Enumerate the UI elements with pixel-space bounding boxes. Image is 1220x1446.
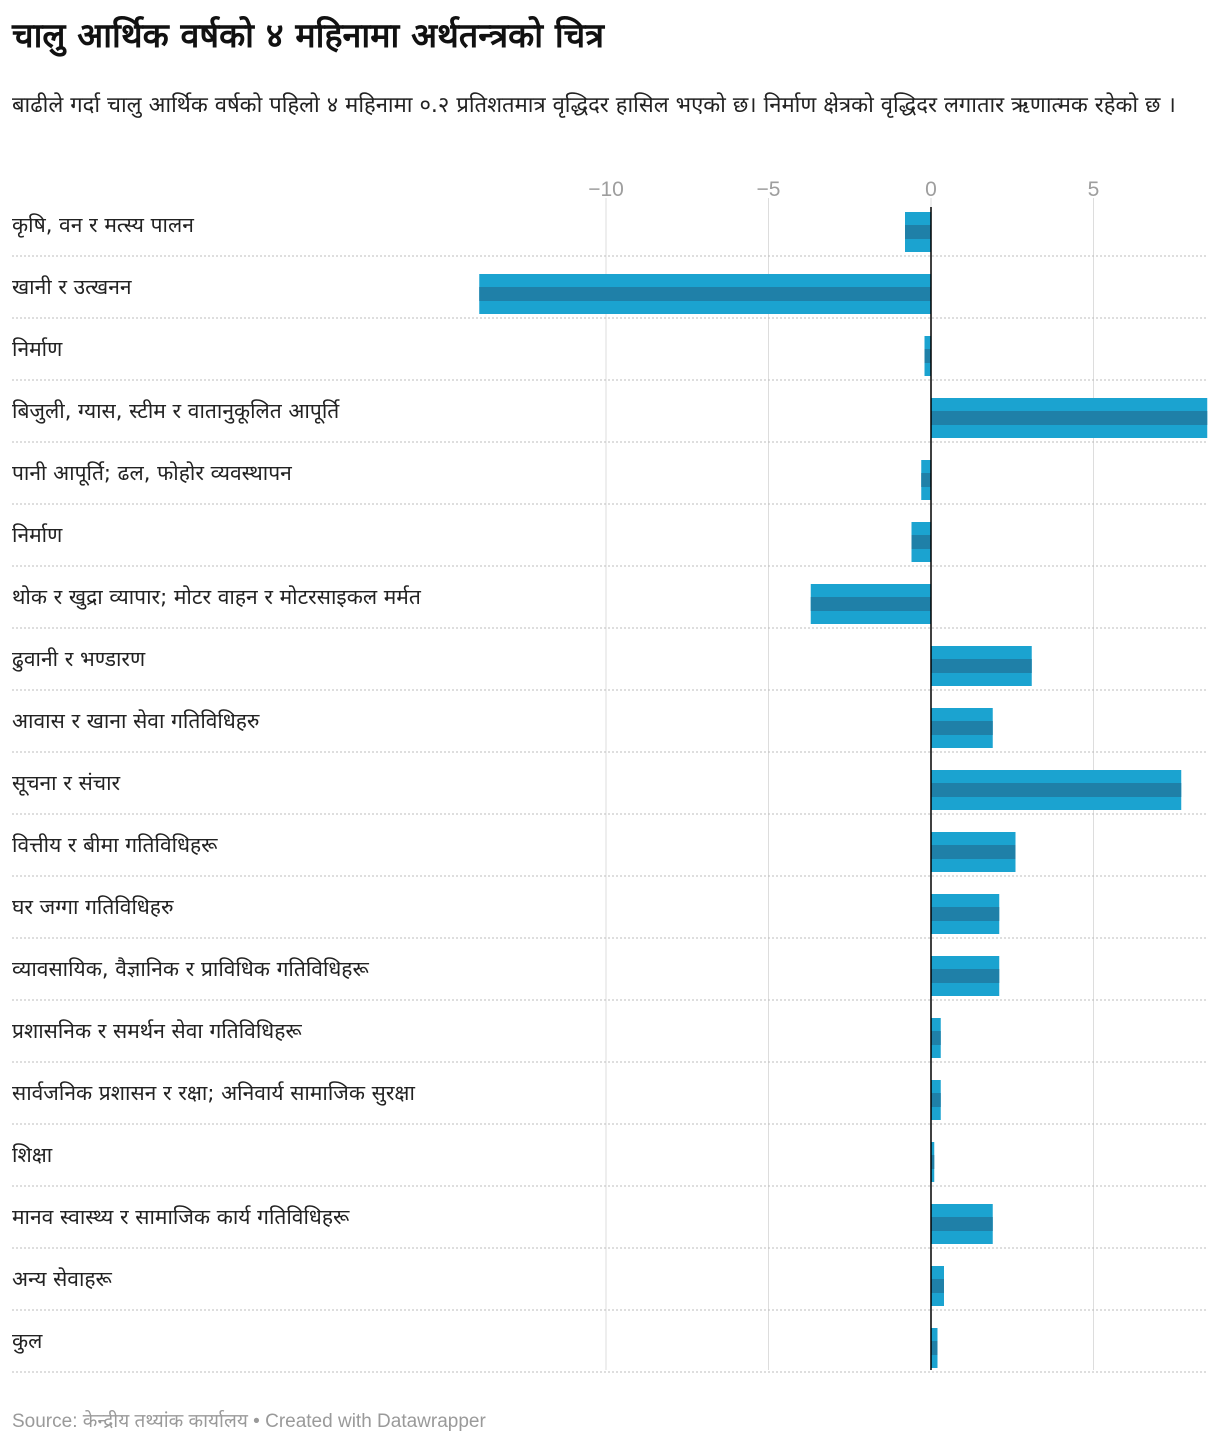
bar-inner bbox=[931, 783, 1182, 797]
category-label: खानी र उत्खनन bbox=[12, 275, 132, 299]
category-label: कुल bbox=[12, 1329, 43, 1354]
bar-chart: −10 −5 0 5 कृषि, वन र मत्स्य पालन खानी र उत्ख… bbox=[12, 178, 1208, 1373]
category-label: ढुवानी र भण्डारण bbox=[12, 647, 146, 672]
bar-inner bbox=[931, 1093, 941, 1107]
bar-inner bbox=[810, 597, 931, 611]
category-label: थोक र खुद्रा व्यापार; मोटर वाहन र मोटरसा… bbox=[12, 585, 422, 610]
bar-inner bbox=[931, 1031, 941, 1045]
credit-link[interactable]: Created with Datawrapper bbox=[265, 1411, 486, 1432]
source-text: Source: केन्द्रीय तथ्यांक कार्यालय bbox=[12, 1411, 248, 1432]
bar-inner bbox=[931, 907, 1000, 921]
bar-inner bbox=[921, 473, 931, 487]
category-label: घर जग्गा गतिविधिहरु bbox=[12, 895, 174, 919]
category-label: वित्तीय र बीमा गतिविधिहरू bbox=[12, 833, 218, 857]
category-label: अन्य सेवाहरू bbox=[12, 1267, 113, 1291]
category-label: बिजुली, ग्यास, स्टीम र वातानुकूलित आपूर्… bbox=[12, 399, 340, 424]
category-label: सूचना र संचार bbox=[12, 771, 121, 796]
category-label: व्यावसायिक, वैज्ञानिक र प्राविधिक गतिविध… bbox=[12, 957, 369, 981]
bar-inner bbox=[479, 287, 931, 301]
footer-separator: • bbox=[247, 1411, 266, 1432]
category-label: आवास र खाना सेवा गतिविधिहरु bbox=[12, 709, 260, 733]
bar-inner bbox=[931, 721, 993, 735]
bar-inner bbox=[931, 1279, 944, 1293]
bar-inner bbox=[911, 535, 931, 549]
bar-inner bbox=[931, 969, 1000, 983]
bar-inner bbox=[924, 349, 931, 363]
x-tick-label: 0 bbox=[925, 178, 937, 201]
category-label: निर्माण bbox=[12, 337, 63, 361]
chart-subtitle: बाढीले गर्दा चालु आर्थिक वर्षको पहिलो ४ … bbox=[12, 93, 1176, 118]
bar-inner bbox=[931, 1341, 938, 1355]
category-label: निर्माण bbox=[12, 523, 63, 547]
category-label: शिक्षा bbox=[12, 1143, 53, 1167]
x-tick-label: −10 bbox=[588, 178, 624, 201]
category-label: सार्वजनिक प्रशासन र रक्षा; अनिवार्य सामा… bbox=[12, 1081, 415, 1106]
x-tick-label: −5 bbox=[757, 178, 781, 201]
bar-inner bbox=[931, 1217, 993, 1231]
chart-footer: Source: केन्द्रीय तथ्यांक कार्यालय • Cre… bbox=[12, 1407, 486, 1433]
category-label: मानव स्वास्थ्य र सामाजिक कार्य गतिविधिहर… bbox=[12, 1205, 350, 1229]
bar-inner bbox=[931, 1155, 935, 1169]
chart-title: चालु आर्थिक वर्षको ४ महिनामा अर्थतन्त्रक… bbox=[12, 16, 605, 56]
bar-inner bbox=[931, 411, 1208, 425]
category-label: पानी आपूर्ति; ढल, फोहोर व्यवस्थापन bbox=[12, 461, 292, 486]
category-label: प्रशासनिक र समर्थन सेवा गतिविधिहरू bbox=[12, 1019, 302, 1043]
bar-inner bbox=[931, 659, 1032, 673]
bar-inner bbox=[931, 845, 1016, 859]
x-tick-label: 5 bbox=[1088, 178, 1100, 201]
bar-inner bbox=[905, 225, 931, 239]
category-label: कृषि, वन र मत्स्य पालन bbox=[12, 213, 194, 238]
